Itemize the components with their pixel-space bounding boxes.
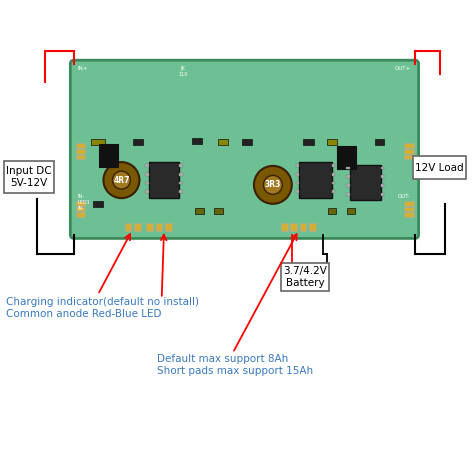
Text: 3R3: 3R3 <box>264 181 281 189</box>
Text: IN-
LED1
IN-: IN- LED1 IN- <box>78 194 91 211</box>
Bar <box>296 164 299 167</box>
Bar <box>350 165 381 200</box>
Bar <box>149 163 180 198</box>
Text: 4R7: 4R7 <box>113 176 130 184</box>
Bar <box>146 173 149 176</box>
Bar <box>299 163 332 198</box>
Circle shape <box>264 175 283 194</box>
Bar <box>192 138 202 144</box>
Text: Default max support 8Ah
Short pads max support 15Ah: Default max support 8Ah Short pads max s… <box>157 354 313 376</box>
Bar <box>281 223 288 231</box>
Bar <box>75 149 85 154</box>
Bar <box>146 182 149 184</box>
Bar <box>346 167 350 170</box>
Bar <box>337 146 356 169</box>
Bar <box>91 139 105 146</box>
Bar <box>303 139 314 145</box>
Bar <box>99 144 118 167</box>
Bar <box>296 182 299 184</box>
Bar <box>296 190 299 193</box>
Bar <box>75 207 85 211</box>
Bar <box>404 207 414 211</box>
Text: Input DC
5V-12V: Input DC 5V-12V <box>6 166 52 188</box>
Bar <box>310 223 316 231</box>
Text: IN+: IN+ <box>78 66 89 72</box>
Bar <box>146 164 149 167</box>
Circle shape <box>103 162 139 198</box>
Circle shape <box>254 166 292 204</box>
Bar <box>180 190 183 193</box>
Circle shape <box>112 171 130 189</box>
Bar <box>93 201 102 207</box>
Bar <box>180 173 183 176</box>
Text: 12V Load: 12V Load <box>415 163 464 173</box>
Bar <box>300 223 307 231</box>
Bar <box>134 223 141 231</box>
Bar <box>180 182 183 184</box>
Text: OUT-: OUT- <box>398 194 411 200</box>
Bar <box>146 190 149 193</box>
Bar <box>242 139 252 145</box>
FancyBboxPatch shape <box>281 263 328 291</box>
Bar <box>146 223 153 231</box>
Bar <box>404 155 414 159</box>
Bar <box>328 208 336 214</box>
Bar <box>214 208 223 214</box>
FancyBboxPatch shape <box>4 161 54 193</box>
FancyBboxPatch shape <box>413 156 466 179</box>
Bar <box>346 208 355 214</box>
Bar <box>381 175 384 178</box>
Bar <box>374 139 384 145</box>
Text: Charging indicator(default no install)
Common anode Red-Blue LED: Charging indicator(default no install) C… <box>6 297 199 319</box>
Bar <box>165 223 172 231</box>
Bar <box>291 223 297 231</box>
Text: OUT+: OUT+ <box>395 66 411 72</box>
Bar <box>346 192 350 195</box>
Bar <box>404 201 414 206</box>
Bar <box>195 208 204 214</box>
Bar <box>75 155 85 159</box>
Bar <box>332 190 335 193</box>
Bar <box>346 184 350 187</box>
Bar <box>346 175 350 178</box>
Bar <box>180 164 183 167</box>
Bar <box>381 184 384 187</box>
Bar <box>332 173 335 176</box>
Bar <box>404 143 414 148</box>
Bar <box>404 149 414 154</box>
Bar <box>75 201 85 206</box>
Bar <box>327 139 337 145</box>
Bar <box>125 223 131 231</box>
Bar <box>332 182 335 184</box>
Bar <box>133 139 143 145</box>
FancyBboxPatch shape <box>70 60 419 238</box>
Bar <box>404 212 414 217</box>
Text: 3.7/4.2V
Battery: 3.7/4.2V Battery <box>283 266 327 288</box>
Bar <box>219 139 228 145</box>
Bar <box>75 212 85 217</box>
Bar <box>296 173 299 176</box>
Text: JK
110: JK 110 <box>178 66 188 77</box>
Bar <box>381 167 384 170</box>
Bar <box>381 192 384 195</box>
Bar <box>155 223 162 231</box>
Bar <box>75 143 85 148</box>
Bar <box>332 164 335 167</box>
